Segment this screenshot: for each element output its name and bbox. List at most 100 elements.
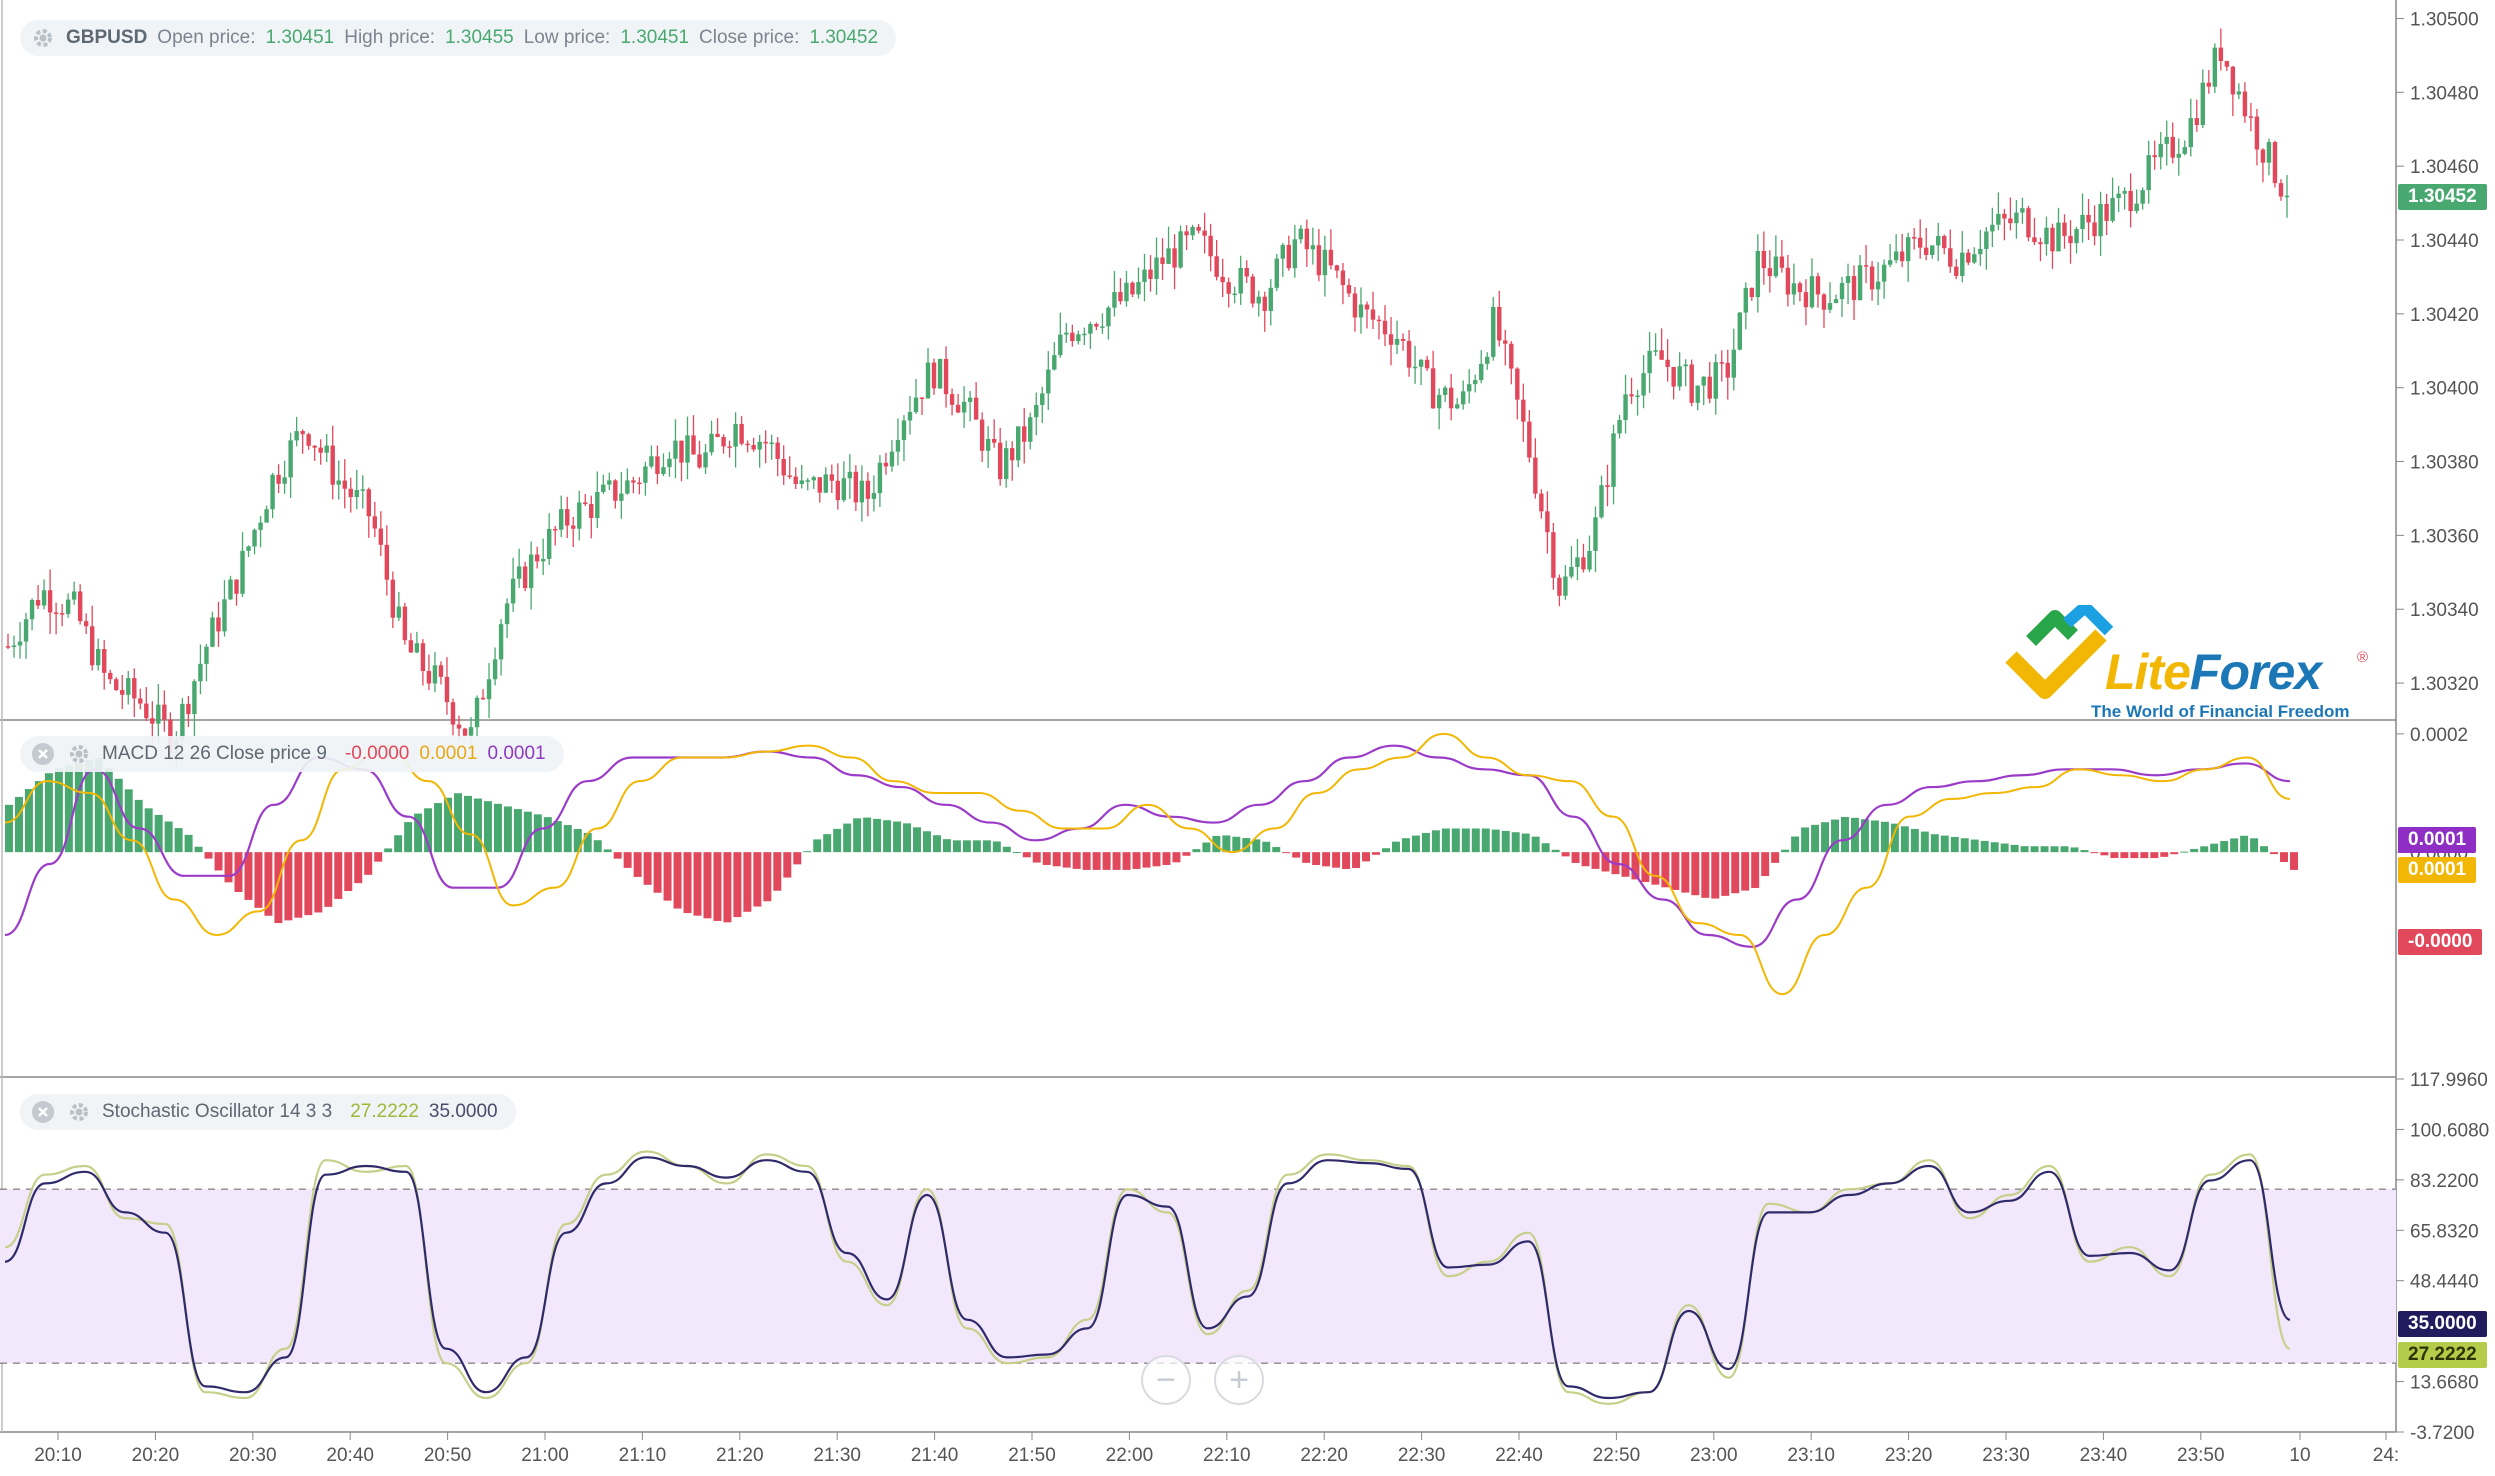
macd-histogram-bar	[932, 835, 941, 853]
macd-histogram-bar	[1282, 852, 1291, 854]
macd-histogram-bar	[1182, 852, 1191, 856]
macd-histogram-bar	[1002, 846, 1011, 853]
candle-body	[1623, 394, 1628, 420]
candle-body	[811, 477, 816, 481]
candle-body	[1256, 296, 1261, 304]
macd-histogram-bar	[164, 821, 173, 853]
candle-body	[1635, 395, 1640, 398]
candle-body	[1232, 293, 1237, 296]
macd-histogram-bar	[553, 821, 562, 853]
close-icon[interactable]	[30, 1099, 56, 1125]
macd-histogram-bar	[1531, 836, 1540, 853]
candle-body	[1743, 287, 1749, 313]
candle-body	[2278, 183, 2284, 197]
macd-histogram-bar	[1032, 852, 1041, 863]
candle-body	[294, 431, 299, 441]
candle-body	[1641, 373, 1646, 396]
candle-body	[114, 679, 119, 691]
macd-histogram-bar	[992, 841, 1001, 853]
candle-body	[1286, 244, 1292, 269]
price-axis-label: 1.30460	[2410, 157, 2479, 178]
candle-body	[306, 434, 311, 446]
macd-histogram-bar	[1481, 828, 1490, 853]
candle-body	[1382, 320, 1388, 335]
candle-body	[979, 419, 985, 451]
candle-body	[805, 480, 810, 482]
macd-histogram-bar	[713, 852, 722, 921]
candle-body	[679, 440, 684, 463]
stochastic-axis-label: 48.4440	[2410, 1272, 2479, 1293]
gear-icon[interactable]	[66, 741, 92, 767]
candle-body	[216, 617, 221, 632]
gear-icon[interactable]	[30, 25, 56, 51]
macd-histogram-bar	[1900, 826, 1909, 853]
macd-histogram-bar	[414, 813, 423, 853]
candle-body	[583, 502, 588, 505]
macd-histogram-bar	[923, 831, 931, 853]
logo-wordmark: LiteForex	[2105, 644, 2322, 700]
candle-body	[1022, 426, 1027, 442]
macd-histogram-bar	[1152, 852, 1161, 867]
candle-body	[1094, 323, 1099, 327]
gear-icon[interactable]	[66, 1099, 92, 1125]
macd-histogram-bar	[1332, 852, 1341, 868]
candle-body	[204, 646, 209, 664]
candle-body	[1442, 387, 1448, 395]
candle-body	[967, 397, 973, 402]
candle-body	[2176, 153, 2181, 158]
candle-body	[901, 420, 907, 441]
macd-histogram-bar	[354, 852, 363, 884]
candle-body	[781, 458, 786, 476]
macd-histogram-bar	[2100, 852, 2109, 856]
candle-body	[1460, 391, 1466, 405]
macd-histogram-bar	[2080, 850, 2089, 853]
candle-body	[1737, 312, 1743, 350]
candle-body	[895, 440, 901, 452]
macd-histogram-bar	[503, 806, 512, 853]
candle-body	[1406, 340, 1412, 368]
macd-histogram-bar	[2240, 835, 2249, 853]
macd-histogram-bar	[94, 757, 103, 853]
candle-body	[1040, 393, 1045, 405]
candle-body	[865, 480, 871, 499]
macd-histogram-bar	[1771, 852, 1780, 863]
close-icon[interactable]	[30, 741, 56, 767]
candle-body	[2272, 142, 2278, 184]
candle-body	[1893, 251, 1899, 261]
candle-body	[2242, 91, 2248, 117]
zoom-out-button[interactable]: −	[1141, 1355, 1191, 1405]
axis-layer: 1.30500 1.30480 1.30460 1.30440 1.30420 1.304…	[34, 9, 2489, 1466]
time-axis-label: 22:20	[1300, 1445, 1348, 1466]
candle-body	[697, 454, 702, 468]
candle-body	[1160, 257, 1165, 264]
candle-body	[1076, 334, 1081, 342]
candle-body	[1689, 364, 1694, 403]
macd-histogram-bar	[14, 796, 23, 853]
candle-body	[198, 663, 203, 682]
candle-body	[787, 475, 792, 477]
macd-histogram-bar	[823, 834, 832, 853]
macd-histogram-bar	[184, 834, 193, 853]
candle-body	[1809, 276, 1815, 308]
macd-histogram-bar	[693, 852, 702, 916]
macd-histogram-bar	[2220, 841, 2229, 853]
candle-body	[1960, 252, 1965, 276]
candle-body	[1713, 362, 1718, 399]
candle-body	[144, 703, 149, 719]
candle-body	[685, 435, 690, 463]
macd-histogram-bar	[793, 852, 802, 865]
candle-body	[1346, 285, 1352, 294]
macd-histogram-bar	[1172, 852, 1181, 863]
macd-histogram-bar	[2000, 843, 2009, 853]
macd-histogram-bar	[424, 808, 433, 853]
macd-histogram-bar	[2010, 844, 2019, 853]
macd-histogram-bar	[952, 840, 961, 853]
macd-histogram-bar	[2200, 846, 2209, 853]
candle-body	[817, 477, 822, 493]
zoom-in-button[interactable]: +	[1214, 1355, 1264, 1405]
macd-histogram-bar	[1910, 828, 1919, 853]
macd-histogram-bar	[1272, 847, 1281, 853]
macd-histogram-bar	[134, 799, 143, 853]
